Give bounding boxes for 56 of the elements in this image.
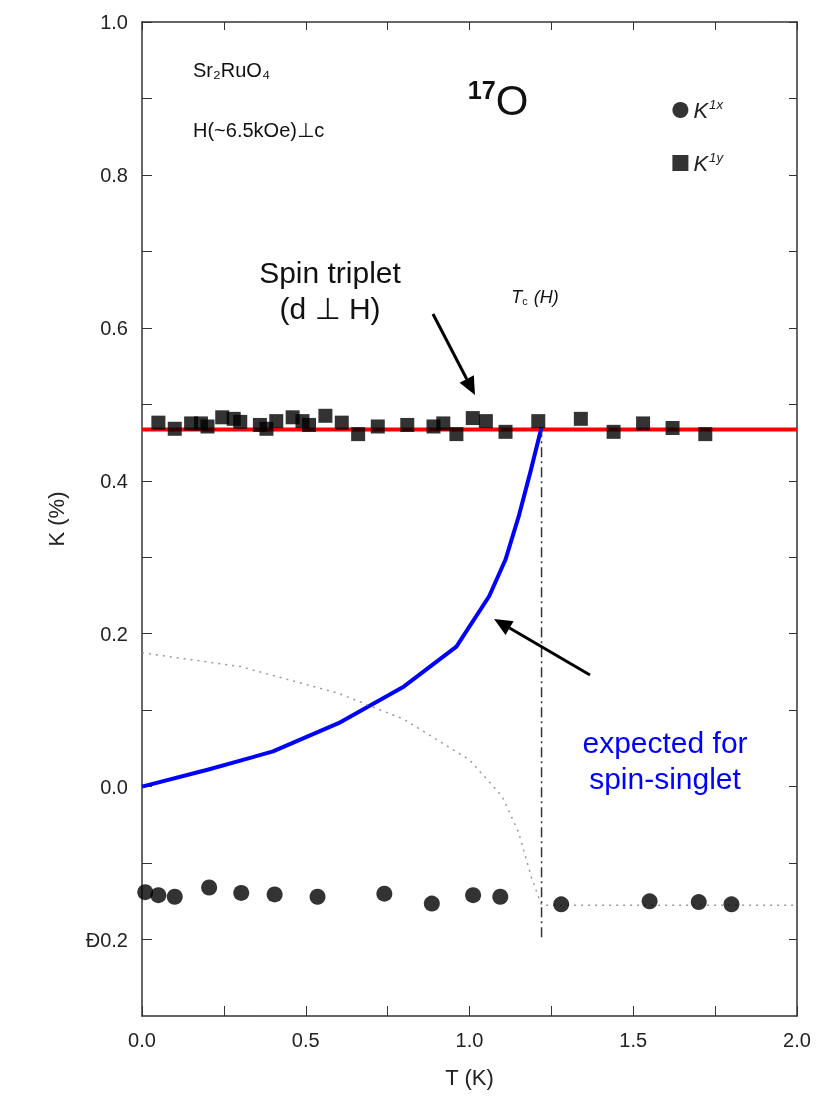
annotation: Sr₂RuO₄ <box>193 59 271 81</box>
point <box>423 895 440 912</box>
point <box>723 896 740 913</box>
point <box>465 887 482 904</box>
point <box>166 888 183 905</box>
point <box>665 421 680 436</box>
annotation: Tc (H) <box>511 287 559 307</box>
point <box>309 888 326 905</box>
point <box>606 424 621 439</box>
x-axis-title: T (K) <box>445 1064 494 1090</box>
point <box>465 411 480 426</box>
point <box>690 894 707 911</box>
point <box>201 879 218 896</box>
y-tick-label: 0.2 <box>100 622 128 645</box>
x-tick-label: 0.5 <box>291 1029 320 1051</box>
point <box>698 427 713 442</box>
y-tick-label: 0.0 <box>100 775 128 798</box>
y-tick-label: 1.0 <box>100 11 128 33</box>
point <box>266 886 283 903</box>
point <box>436 416 451 431</box>
x-tick-label: 0.0 <box>128 1029 156 1051</box>
y-tick-label: 0.6 <box>100 316 128 339</box>
annotation: expected for spin-singlet <box>582 725 748 795</box>
point <box>370 419 385 434</box>
point <box>376 885 393 902</box>
annotation: Spin triplet (d ⊥ H) <box>259 255 402 325</box>
point <box>167 421 182 436</box>
point <box>478 414 493 429</box>
point <box>318 408 333 423</box>
point <box>302 417 317 432</box>
point <box>200 419 215 434</box>
point <box>137 884 154 901</box>
point <box>400 417 415 432</box>
y-tick-label: 0.4 <box>100 469 128 492</box>
point <box>573 411 588 426</box>
point <box>334 415 349 430</box>
x-tick-label: 1.5 <box>619 1029 648 1051</box>
point <box>269 414 284 429</box>
y-axis-title: K (%) <box>43 491 69 547</box>
point <box>498 424 513 439</box>
point <box>531 414 546 429</box>
y-tick-label: 0.8 <box>100 163 128 186</box>
point <box>151 415 166 430</box>
point <box>636 416 651 431</box>
annotation: H(~6.5kOe)⊥c <box>193 119 325 141</box>
point <box>150 887 167 904</box>
point <box>351 427 366 442</box>
point <box>553 896 570 913</box>
x-tick-label: 2.0 <box>783 1029 811 1051</box>
x-tick-label: 1.0 <box>455 1029 484 1051</box>
point <box>449 427 464 442</box>
point <box>233 414 248 429</box>
point <box>233 884 250 901</box>
y-tick-label: Ð0.2 <box>85 928 128 951</box>
point <box>492 888 509 905</box>
point <box>641 893 658 910</box>
